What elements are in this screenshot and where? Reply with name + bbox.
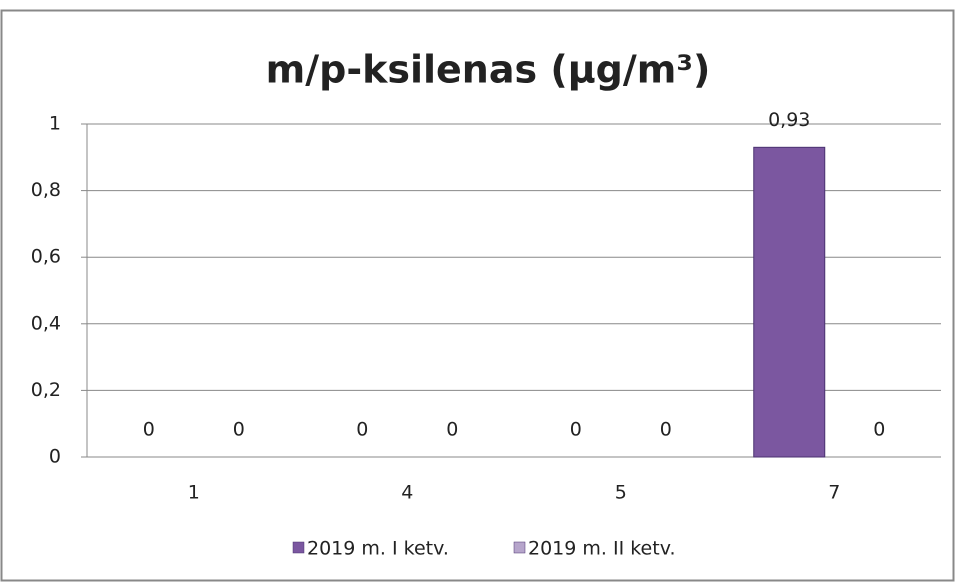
- chart-title: m/p-ksilenas (µg/m³): [266, 48, 711, 92]
- x-tick-label: 5: [615, 482, 627, 504]
- bar: [753, 146, 826, 458]
- y-tick-label: 0,6: [31, 246, 61, 268]
- value-label: 0: [660, 419, 672, 441]
- x-tick-label: 1: [188, 482, 200, 504]
- value-label: 0: [356, 419, 368, 441]
- legend-label: 2019 m. I ketv.: [307, 538, 449, 560]
- y-tick-label: 1: [49, 113, 61, 135]
- value-label: 0: [143, 419, 155, 441]
- value-label: 0: [233, 419, 245, 441]
- legend-label: 2019 m. II ketv.: [528, 538, 676, 560]
- y-tick-label: 0,8: [31, 179, 61, 201]
- y-tick-label: 0: [49, 446, 61, 468]
- value-label: 0: [446, 419, 458, 441]
- value-label: 0: [873, 419, 885, 441]
- value-label: 0: [570, 419, 582, 441]
- legend-marker: [513, 541, 526, 554]
- x-tick-label: 4: [401, 482, 413, 504]
- value-label: 0,93: [768, 109, 810, 131]
- legend-marker: [292, 541, 305, 554]
- x-tick-label: 7: [828, 482, 840, 504]
- y-tick-label: 0,2: [31, 379, 61, 401]
- y-tick-label: 0,4: [31, 312, 61, 334]
